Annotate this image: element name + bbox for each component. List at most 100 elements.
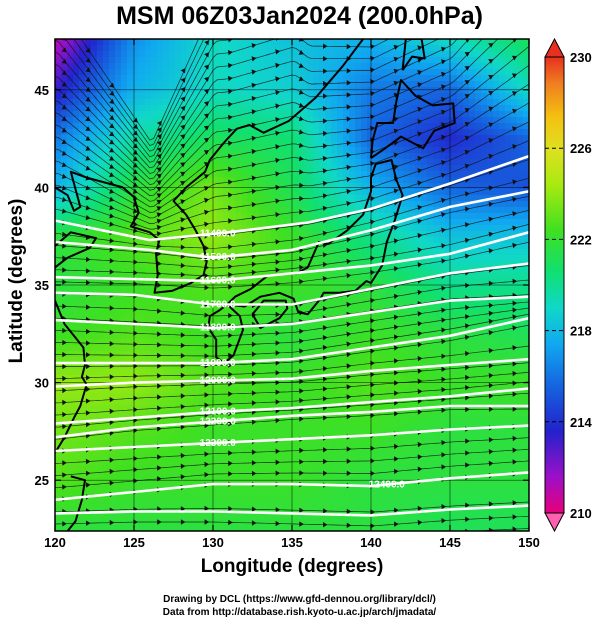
field-cell	[505, 69, 512, 76]
field-cell	[247, 165, 254, 172]
field-cell	[361, 93, 368, 100]
field-cell	[409, 213, 416, 220]
field-cell	[223, 411, 230, 418]
field-cell	[343, 93, 350, 100]
field-cell	[277, 267, 284, 274]
field-cell	[523, 381, 529, 388]
field-cell	[199, 51, 206, 58]
field-cell	[403, 411, 410, 418]
field-cell	[391, 177, 398, 184]
field-cell	[109, 309, 116, 316]
field-cell	[211, 303, 218, 310]
field-cell	[397, 117, 404, 124]
field-cell	[493, 339, 500, 346]
field-cell	[313, 75, 320, 82]
field-cell	[301, 261, 308, 268]
field-cell	[523, 165, 529, 172]
field-cell	[457, 69, 464, 76]
field-cell	[385, 177, 392, 184]
field-cell	[355, 93, 362, 100]
field-cell	[121, 81, 128, 88]
field-cell	[517, 213, 524, 220]
field-cell	[331, 345, 338, 352]
field-cell	[151, 99, 158, 106]
field-cell	[361, 189, 368, 196]
field-cell	[343, 297, 350, 304]
field-cell	[325, 171, 332, 178]
field-cell	[271, 69, 278, 76]
field-cell	[343, 177, 350, 184]
field-cell	[217, 129, 224, 136]
field-cell	[307, 51, 314, 58]
field-cell	[235, 231, 242, 238]
field-cell	[151, 225, 158, 232]
field-cell	[295, 231, 302, 238]
field-cell	[361, 357, 368, 364]
field-cell	[493, 93, 500, 100]
field-cell	[433, 141, 440, 148]
field-cell	[85, 45, 92, 52]
field-cell	[421, 165, 428, 172]
field-cell	[109, 405, 116, 412]
field-cell	[283, 273, 290, 280]
field-cell	[493, 171, 500, 178]
field-cell	[103, 315, 110, 322]
field-cell	[487, 345, 494, 352]
field-cell	[229, 39, 236, 46]
field-cell	[487, 369, 494, 376]
field-cell	[223, 243, 230, 250]
field-cell	[151, 81, 158, 88]
field-cell	[523, 237, 529, 244]
field-cell	[511, 375, 518, 382]
field-cell	[67, 213, 74, 220]
field-cell	[295, 273, 302, 280]
field-cell	[223, 189, 230, 196]
field-cell	[469, 123, 476, 130]
field-cell	[97, 231, 104, 238]
field-cell	[475, 105, 482, 112]
field-cell	[397, 105, 404, 112]
field-cell	[193, 267, 200, 274]
field-cell	[151, 327, 158, 334]
field-cell	[457, 231, 464, 238]
field-cell	[523, 63, 529, 70]
field-cell	[361, 201, 368, 208]
field-cell	[391, 141, 398, 148]
field-cell	[439, 93, 446, 100]
field-cell	[139, 381, 146, 388]
field-cell	[397, 39, 404, 46]
field-cell	[271, 351, 278, 358]
field-cell	[469, 249, 476, 256]
field-cell	[265, 135, 272, 142]
field-cell	[523, 195, 529, 202]
field-cell	[301, 321, 308, 328]
field-cell	[325, 243, 332, 250]
field-cell	[517, 81, 524, 88]
field-cell	[247, 387, 254, 394]
field-cell	[283, 75, 290, 82]
field-cell	[469, 111, 476, 118]
field-cell	[91, 273, 98, 280]
field-cell	[325, 195, 332, 202]
field-cell	[385, 243, 392, 250]
field-cell	[217, 249, 224, 256]
field-cell	[115, 303, 122, 310]
field-cell	[313, 111, 320, 118]
field-cell	[325, 225, 332, 232]
field-cell	[427, 159, 434, 166]
field-cell	[103, 57, 110, 64]
field-cell	[421, 171, 428, 178]
field-cell	[265, 363, 272, 370]
field-cell	[487, 69, 494, 76]
field-cell	[325, 291, 332, 298]
field-cell	[115, 147, 122, 154]
field-cell	[487, 135, 494, 142]
field-cell	[325, 279, 332, 286]
field-cell	[253, 117, 260, 124]
field-cell	[139, 243, 146, 250]
field-cell	[433, 243, 440, 250]
field-cell	[313, 63, 320, 70]
field-cell	[211, 243, 218, 250]
field-cell	[97, 369, 104, 376]
field-cell	[523, 159, 529, 166]
